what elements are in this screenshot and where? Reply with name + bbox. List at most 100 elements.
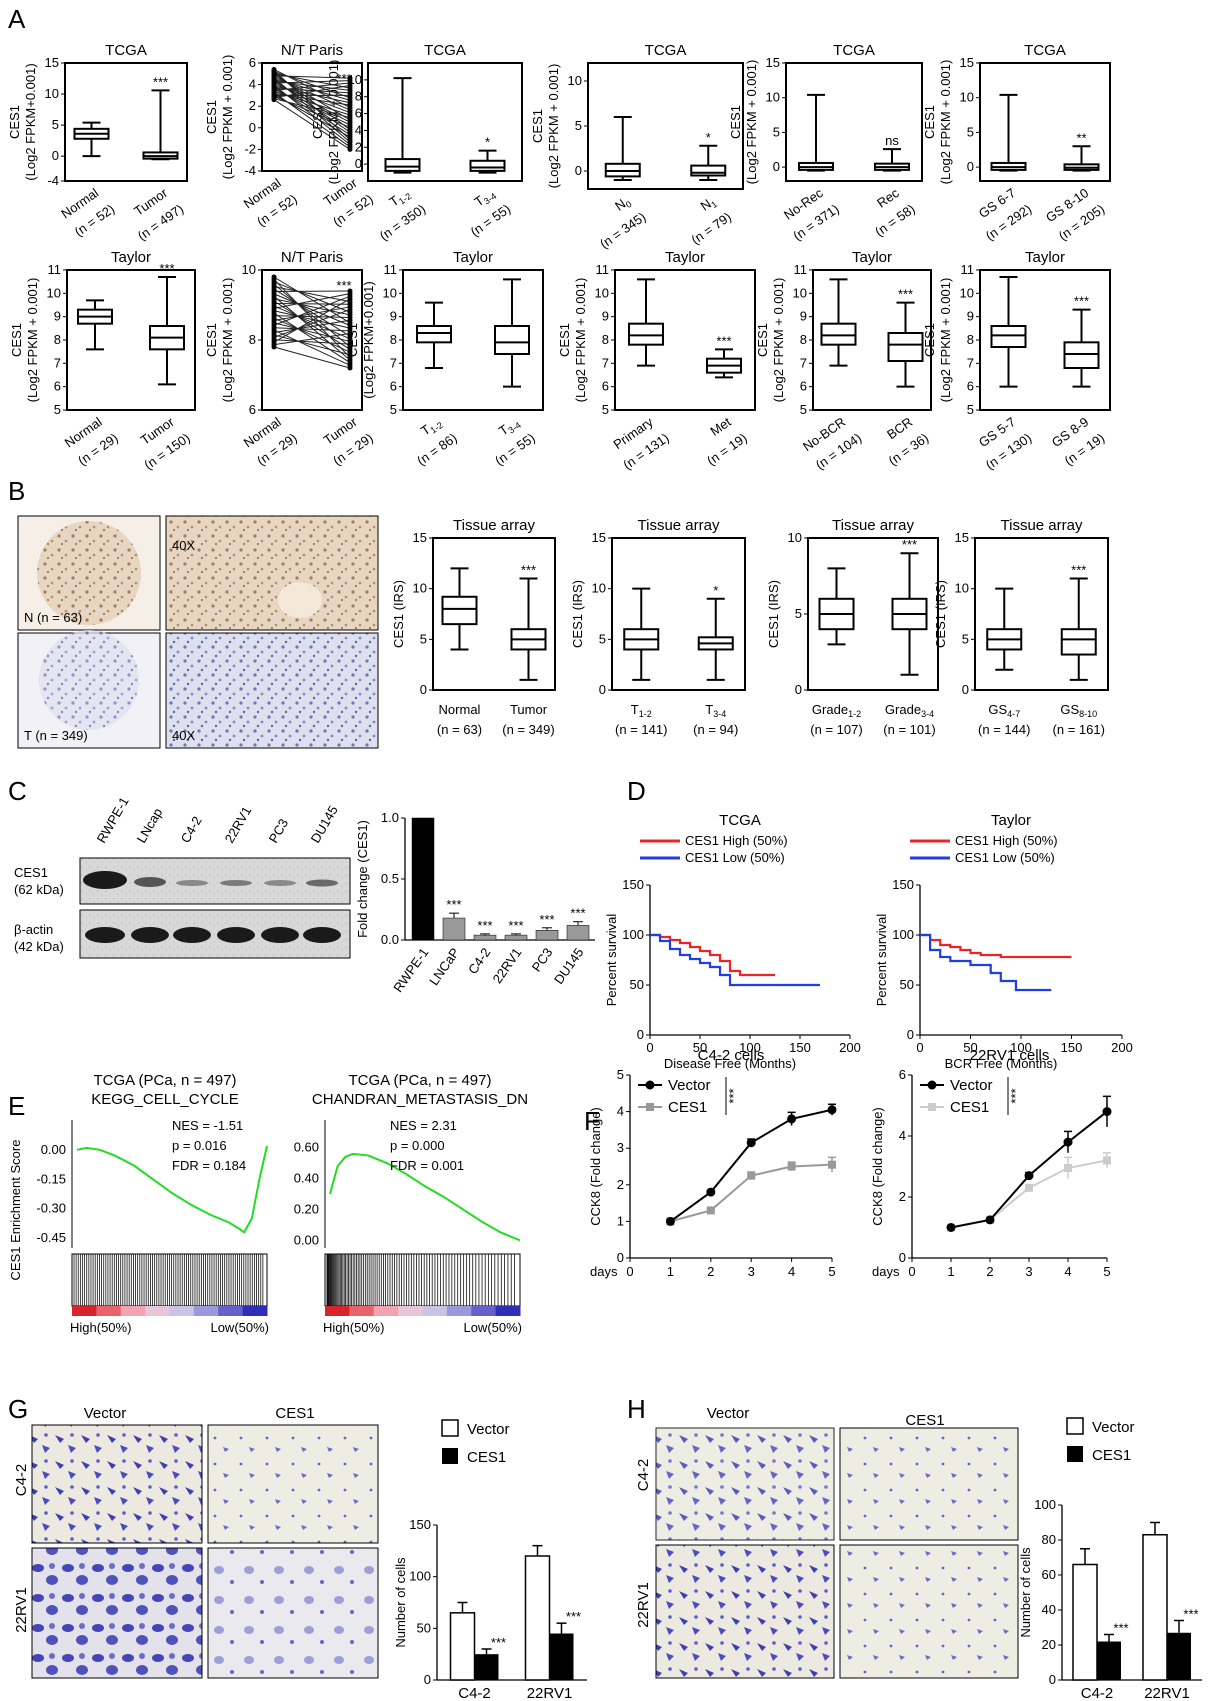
blot-lane-label: DU145 bbox=[308, 803, 341, 846]
pair-point bbox=[271, 87, 277, 93]
x-tick-label: 3 bbox=[748, 1264, 755, 1279]
pair-line bbox=[273, 85, 351, 99]
x-tick-n: (n = 345) bbox=[597, 209, 649, 251]
pair-line bbox=[273, 339, 351, 345]
y-axis-label: (Log2 FPKM + 0.001) bbox=[546, 64, 561, 189]
y-tick-label: 0.40 bbox=[294, 1171, 319, 1186]
significance-mark: *** bbox=[1074, 294, 1089, 309]
vector-point bbox=[946, 1223, 956, 1232]
y-tick-label: 15 bbox=[766, 55, 780, 70]
ihc-normal-label: N (n = 63) bbox=[24, 610, 82, 625]
significance-mark: * bbox=[485, 135, 490, 150]
x-tick-n: (n = 350) bbox=[377, 201, 429, 243]
y-tick-label: 8 bbox=[800, 332, 807, 347]
legend-swatch-vector bbox=[441, 1419, 459, 1437]
y-tick-label: -4 bbox=[47, 173, 59, 188]
y-tick-label: 0.5 bbox=[381, 871, 399, 886]
significance-mark: *** bbox=[159, 261, 174, 276]
rank-gradient bbox=[325, 1306, 350, 1316]
y-tick-label: 40 bbox=[1042, 1602, 1056, 1617]
significance-mark: *** bbox=[539, 912, 554, 927]
ihc-normal-core-tissue bbox=[37, 521, 141, 625]
pair-point bbox=[271, 73, 277, 79]
x-tick-label: 22RV1 bbox=[527, 1685, 573, 1701]
x-tick-label: 150 bbox=[789, 1040, 811, 1055]
pair-line bbox=[273, 293, 351, 326]
y-tick-label: 10 bbox=[960, 285, 974, 300]
significance-mark: *** bbox=[477, 918, 492, 933]
rank-gradient bbox=[349, 1306, 375, 1316]
y-tick-label: 15 bbox=[955, 530, 969, 545]
bar-ces1 bbox=[549, 1633, 574, 1680]
x-tick-label: Met bbox=[707, 414, 734, 439]
blot-band bbox=[306, 879, 338, 887]
bar-chart-c: 0.0 0.5 1.0 Fold change (CES1) RWPE-1 *** LNCa… bbox=[355, 810, 595, 995]
box bbox=[820, 322, 857, 346]
y-tick-label: 20 bbox=[1042, 1637, 1056, 1652]
x-tick-label: 5 bbox=[1103, 1264, 1110, 1279]
significance-mark: *** bbox=[491, 1635, 506, 1650]
bar-ces1 bbox=[1167, 1632, 1191, 1680]
ces1-point bbox=[787, 1162, 796, 1171]
gsea-title: TCGA (PCa, n = 497) bbox=[349, 1072, 492, 1089]
pair-point bbox=[271, 95, 277, 101]
bar-vector bbox=[1072, 1563, 1098, 1681]
y-tick-label: 0 bbox=[899, 1250, 906, 1265]
y-tick-label: 10 bbox=[793, 285, 807, 300]
legend-label: CES1 High (50%) bbox=[955, 833, 1058, 848]
panel-label-d: D bbox=[627, 776, 646, 806]
x-tick-label: 4 bbox=[1064, 1264, 1071, 1279]
rank-gradient bbox=[446, 1306, 472, 1316]
legend-swatch-ces1 bbox=[442, 1448, 458, 1464]
pair-point bbox=[271, 322, 277, 328]
pair-point bbox=[271, 313, 277, 319]
ihc-tumor-core-tissue bbox=[39, 630, 139, 730]
pair-line bbox=[273, 82, 351, 91]
x-tick-label: 1 bbox=[947, 1264, 954, 1279]
gsea-title: CHANDRAN_METASTASIS_DN bbox=[312, 1091, 528, 1108]
survival-curve-low bbox=[920, 933, 1052, 992]
y-tick-label: 11 bbox=[48, 262, 62, 277]
vector-line bbox=[950, 1110, 1108, 1229]
x-tick-label: PC3 bbox=[529, 945, 556, 974]
y-axis-label: CES1 bbox=[922, 323, 937, 357]
x-tick-n: (n = 349) bbox=[502, 722, 554, 737]
bar bbox=[473, 934, 497, 941]
y-tick-label: 5 bbox=[617, 1067, 624, 1082]
x-tick-label: 0 bbox=[916, 1040, 923, 1055]
bar bbox=[411, 817, 435, 941]
y-tick-label: 7 bbox=[54, 355, 61, 370]
plot-title: TCGA bbox=[424, 42, 466, 59]
ihc-tumor-40x bbox=[165, 632, 379, 749]
y-axis-label: (Log2 FPKM + 0.001) bbox=[771, 278, 786, 403]
plot-title: Tissue array bbox=[1001, 517, 1083, 534]
y-tick-label: 6 bbox=[54, 379, 61, 394]
bar bbox=[566, 925, 590, 941]
gsea-x-label: High(50%) bbox=[70, 1320, 131, 1335]
migration-col-label: Vector bbox=[707, 1405, 750, 1422]
rank-gradient bbox=[398, 1306, 423, 1316]
y-tick-label: 50 bbox=[630, 977, 644, 992]
rank-gradient bbox=[193, 1306, 219, 1316]
blot-lane-label: LNcap bbox=[134, 805, 166, 845]
x-tick-label: Normal bbox=[439, 702, 481, 717]
migration-bar-chart-h: Vector CES1 0 20 40 60 80 100 Number of cells ***… bbox=[1018, 1417, 1202, 1701]
ihc-normal-40x-label: 40X bbox=[172, 538, 195, 553]
x-tick-label: N1 bbox=[698, 193, 720, 215]
y-tick-label: 5 bbox=[773, 124, 780, 139]
y-axis-label: CES1 (IRS) bbox=[570, 580, 585, 648]
y-tick-label: 10 bbox=[592, 581, 606, 596]
y-axis-label: Percent survival bbox=[604, 914, 619, 1007]
box bbox=[469, 159, 506, 172]
bar bbox=[535, 929, 559, 941]
pair-point bbox=[271, 296, 277, 302]
pair-line bbox=[273, 319, 351, 334]
blot-band bbox=[220, 880, 252, 886]
x-tick-n: (n = 107) bbox=[810, 722, 862, 737]
y-tick-label: 2 bbox=[249, 98, 256, 113]
x-tick-label: 1 bbox=[667, 1264, 674, 1279]
y-tick-label: 5 bbox=[795, 606, 802, 621]
bar-ces1 bbox=[1097, 1641, 1121, 1680]
